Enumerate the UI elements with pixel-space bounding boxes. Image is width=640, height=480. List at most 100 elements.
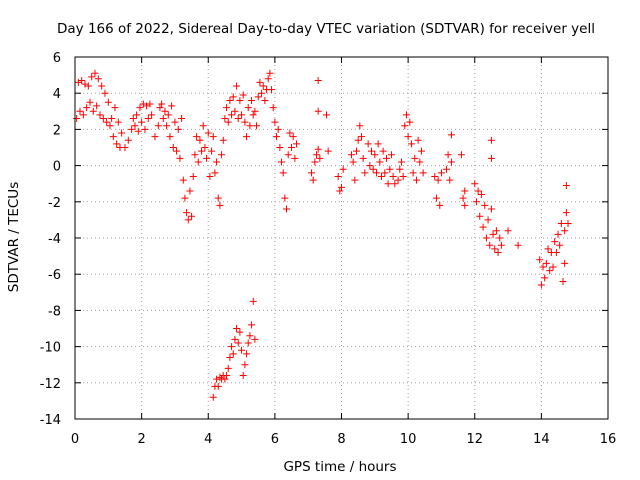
data-point — [259, 82, 267, 90]
data-point — [86, 98, 94, 106]
data-point — [223, 372, 231, 380]
data-point — [101, 89, 109, 97]
data-point — [484, 216, 492, 224]
data-point — [141, 125, 149, 133]
data-point — [542, 259, 550, 267]
data-point — [314, 77, 322, 85]
data-point — [239, 91, 247, 99]
data-point — [128, 125, 136, 133]
data-point — [198, 147, 206, 155]
data-point — [432, 194, 440, 202]
data-point — [239, 372, 247, 380]
data-point — [283, 205, 291, 213]
data-point — [251, 335, 259, 343]
data-point — [537, 281, 545, 289]
data-point — [233, 82, 241, 90]
data-point — [266, 69, 274, 77]
x-tick-label: 4 — [204, 432, 212, 447]
data-point — [391, 180, 399, 188]
data-point — [194, 158, 202, 166]
data-point — [98, 82, 106, 90]
data-point — [166, 133, 174, 141]
data-point — [151, 133, 159, 141]
data-point — [156, 104, 164, 112]
data-point — [238, 111, 246, 119]
y-tick-label: -14 — [40, 413, 61, 428]
data-point — [173, 147, 181, 155]
data-point — [136, 104, 144, 112]
data-point — [96, 111, 104, 119]
data-point — [233, 325, 241, 332]
data-point — [477, 191, 485, 199]
data-point — [216, 201, 224, 209]
data-point — [486, 241, 494, 249]
data-point — [223, 104, 231, 112]
data-point — [214, 382, 222, 390]
data-point — [546, 267, 554, 275]
data-point — [544, 245, 552, 253]
data-point — [204, 129, 212, 137]
data-point — [226, 96, 234, 104]
x-tick-label: 8 — [337, 432, 345, 447]
data-point — [231, 107, 239, 115]
data-point — [88, 73, 96, 81]
data-point — [536, 256, 544, 264]
data-point — [387, 151, 395, 159]
data-point — [211, 169, 219, 177]
data-point — [286, 129, 294, 137]
data-point — [114, 118, 122, 126]
data-point — [459, 194, 467, 202]
data-point — [404, 133, 412, 141]
data-point — [89, 107, 97, 115]
data-point — [91, 69, 99, 77]
x-tick-label: 6 — [271, 432, 279, 447]
data-point — [108, 115, 116, 123]
data-point — [241, 361, 249, 369]
data-point — [472, 198, 480, 206]
data-point — [168, 102, 176, 110]
data-point — [399, 172, 407, 180]
data-point — [258, 89, 266, 97]
data-point — [323, 111, 331, 119]
data-point — [79, 111, 87, 119]
data-point — [557, 220, 565, 228]
data-point — [118, 129, 126, 137]
grid-lines — [75, 57, 608, 419]
data-point — [479, 223, 487, 231]
data-point — [99, 115, 107, 123]
data-point — [73, 115, 81, 123]
data-point — [238, 346, 246, 354]
y-tick-label: -10 — [40, 341, 61, 356]
data-point — [397, 158, 405, 166]
data-point — [539, 263, 547, 271]
data-point — [447, 158, 455, 166]
data-point — [159, 115, 167, 123]
data-point — [489, 230, 497, 238]
data-point — [209, 393, 217, 401]
data-point — [416, 158, 424, 166]
data-point — [113, 140, 121, 148]
data-point — [382, 154, 390, 162]
data-point — [249, 297, 257, 305]
data-point — [236, 328, 244, 336]
data-point — [361, 169, 369, 177]
data-point — [492, 227, 500, 235]
data-point — [377, 172, 385, 180]
x-tick-label: 2 — [137, 432, 145, 447]
data-point — [208, 147, 216, 155]
data-point — [213, 158, 221, 166]
data-point — [236, 96, 244, 104]
y-tick-label: -2 — [48, 196, 61, 211]
data-point — [191, 151, 199, 159]
data-point — [372, 169, 380, 177]
data-point — [206, 172, 214, 180]
y-tick-label: 2 — [53, 123, 61, 138]
data-point — [226, 353, 234, 361]
data-point — [176, 154, 184, 162]
data-point — [549, 263, 557, 271]
data-point — [154, 122, 162, 130]
data-point — [121, 144, 129, 151]
data-point — [446, 176, 454, 184]
data-point — [131, 122, 139, 130]
